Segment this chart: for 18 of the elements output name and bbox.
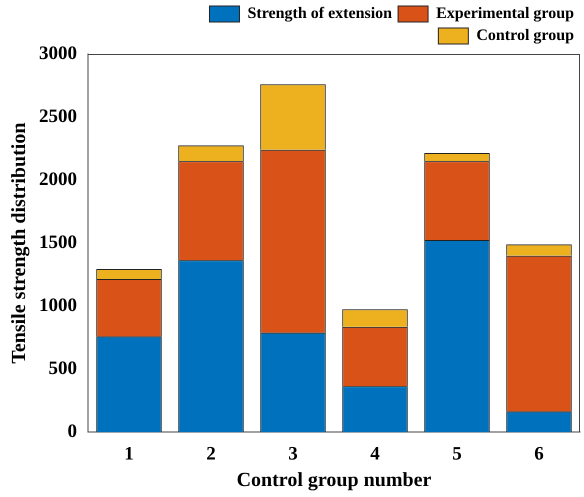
y-tick-label: 1000	[39, 295, 77, 316]
legend-label: Strength of extension	[247, 5, 392, 22]
x-tick-label: 4	[370, 444, 380, 465]
y-tick-label: 1500	[39, 232, 77, 254]
y-tick-label: 2500	[39, 106, 77, 127]
x-tick-label: 3	[288, 444, 298, 465]
legend-label: Control group	[476, 27, 574, 44]
x-tick-label: 5	[452, 444, 462, 465]
x-tick-label: 2	[206, 444, 216, 465]
y-tick-label: 3000	[39, 42, 77, 64]
legend-label: Experimental group	[436, 5, 574, 22]
y-tick-label: 500	[48, 358, 77, 380]
x-axis-title: Control group number	[236, 469, 432, 492]
y-axis-title: Tensile strength distribution	[8, 122, 30, 364]
y-tick-label: 0	[68, 421, 77, 442]
x-tick-label: 1	[124, 444, 134, 465]
y-tick-label: 2000	[39, 168, 77, 190]
x-tick-label: 6	[534, 444, 544, 465]
